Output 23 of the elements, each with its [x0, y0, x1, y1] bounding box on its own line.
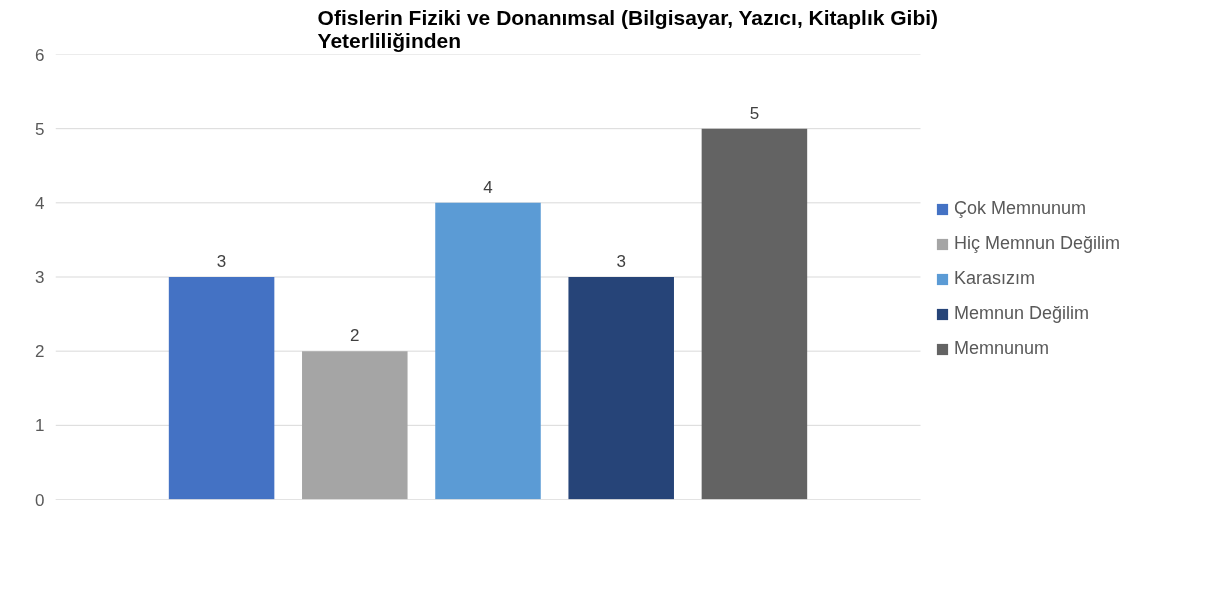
- y-tick-label: 3: [35, 268, 45, 287]
- legend-label: Memnun Değilim: [954, 303, 1090, 324]
- bar: [701, 128, 808, 500]
- bar: [568, 277, 674, 500]
- y-tick-label: 6: [35, 45, 45, 65]
- bar: [168, 277, 275, 500]
- data-label: 5: [749, 103, 760, 123]
- y-tick-label: 1: [35, 416, 45, 436]
- bar: [435, 202, 541, 500]
- chart-title: Ofislerin Fiziki ve Donanımsal (Bilgisayar, Yazıcı, Kitaplık Gibi) Yeterliliğinden: [317, 5, 939, 52]
- y-tick-label: 0: [35, 490, 45, 510]
- data-label: 2: [350, 326, 360, 346]
- legend-label: Karasızım: [954, 268, 1036, 289]
- legend-label: Memnunum: [954, 338, 1050, 359]
- data-label: 4: [483, 177, 493, 197]
- legend-label: Çok Memnunum: [954, 198, 1087, 219]
- y-tick-label: 5: [35, 119, 45, 139]
- data-label: 3: [216, 252, 227, 271]
- bar: [302, 351, 408, 500]
- y-tick-label: 2: [35, 342, 45, 362]
- data-label: 3: [616, 252, 626, 271]
- legend-label: Hiç Memnun Değilim: [954, 233, 1121, 254]
- y-tick-label: 4: [35, 193, 45, 213]
